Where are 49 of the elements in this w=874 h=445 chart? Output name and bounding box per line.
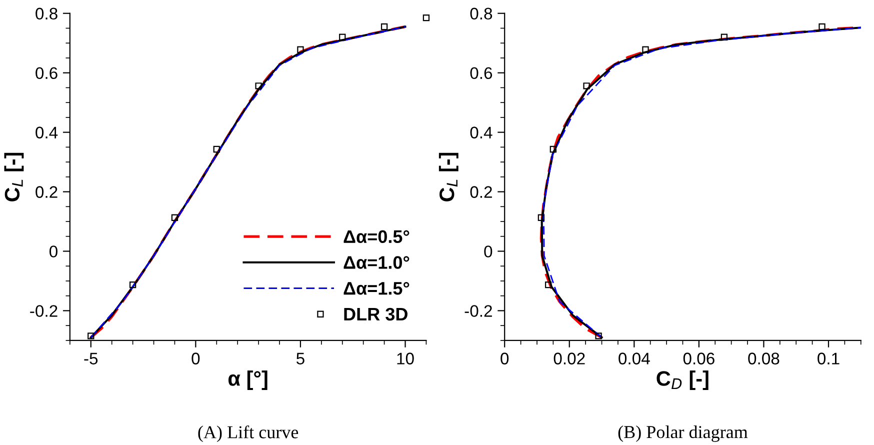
point: [297, 46, 304, 53]
point: [550, 146, 557, 153]
point: [422, 14, 430, 22]
x-tick-label: 5: [296, 352, 304, 364]
x-tick-label: 0: [192, 352, 200, 364]
point: [380, 23, 388, 30]
x-axis-title: α [°]: [228, 370, 268, 390]
point: [720, 34, 728, 40]
point: [88, 332, 94, 340]
y-tick-label: 0.8: [36, 8, 58, 20]
point: [339, 34, 346, 40]
y-tick-label: 0.4: [470, 126, 492, 138]
y-tick-label: 0: [484, 246, 492, 258]
x-tick-label: 10: [397, 352, 414, 364]
text: (B) Polar diagram: [618, 425, 748, 442]
legend-label: Δα=0.5°: [344, 230, 410, 244]
point: [538, 214, 545, 221]
y-tick-label: 0.6: [470, 67, 492, 80]
y-tick-label: -0.2: [30, 305, 58, 317]
point: [818, 23, 826, 30]
point: [129, 281, 136, 288]
x-tick-label: 0.04: [618, 352, 650, 364]
y-tick-label: -0.2: [464, 305, 492, 317]
x-axis-title: C$_{D}$ [-]: [656, 370, 708, 390]
legend-label: Δα=1.0°: [344, 256, 410, 269]
y-tick-label: 0.2: [470, 186, 492, 198]
point: [213, 146, 220, 153]
y-tick-label: 0.2: [36, 186, 58, 198]
legend-label: DLR 3D: [344, 308, 408, 321]
point: [171, 214, 178, 221]
legend-label: Δα=1.5°: [344, 282, 410, 295]
point: [642, 46, 649, 53]
x-tick-label: 0.1: [818, 352, 840, 364]
point: [583, 82, 590, 90]
x-tick-label: 0.08: [748, 352, 780, 364]
x-tick-label: 0: [500, 352, 509, 364]
y-tick-label: 0: [49, 246, 58, 258]
y-tick-label: 0.6: [36, 67, 58, 80]
x-tick-label: 0.06: [683, 352, 714, 364]
point: [544, 281, 552, 288]
y-tick-label: 0.4: [36, 126, 58, 138]
x-tick-label: 0.02: [554, 352, 585, 364]
y-axis-title: C$_{L}$ [-]: [4, 152, 24, 202]
y-tick-label: 0.8: [470, 8, 492, 20]
point: [255, 82, 262, 90]
y-axis-title: C$_{L}$ [-]: [438, 152, 458, 202]
point: [595, 332, 602, 340]
x-tick-label: -5: [84, 352, 98, 364]
text: (A) Lift curve: [198, 425, 298, 442]
